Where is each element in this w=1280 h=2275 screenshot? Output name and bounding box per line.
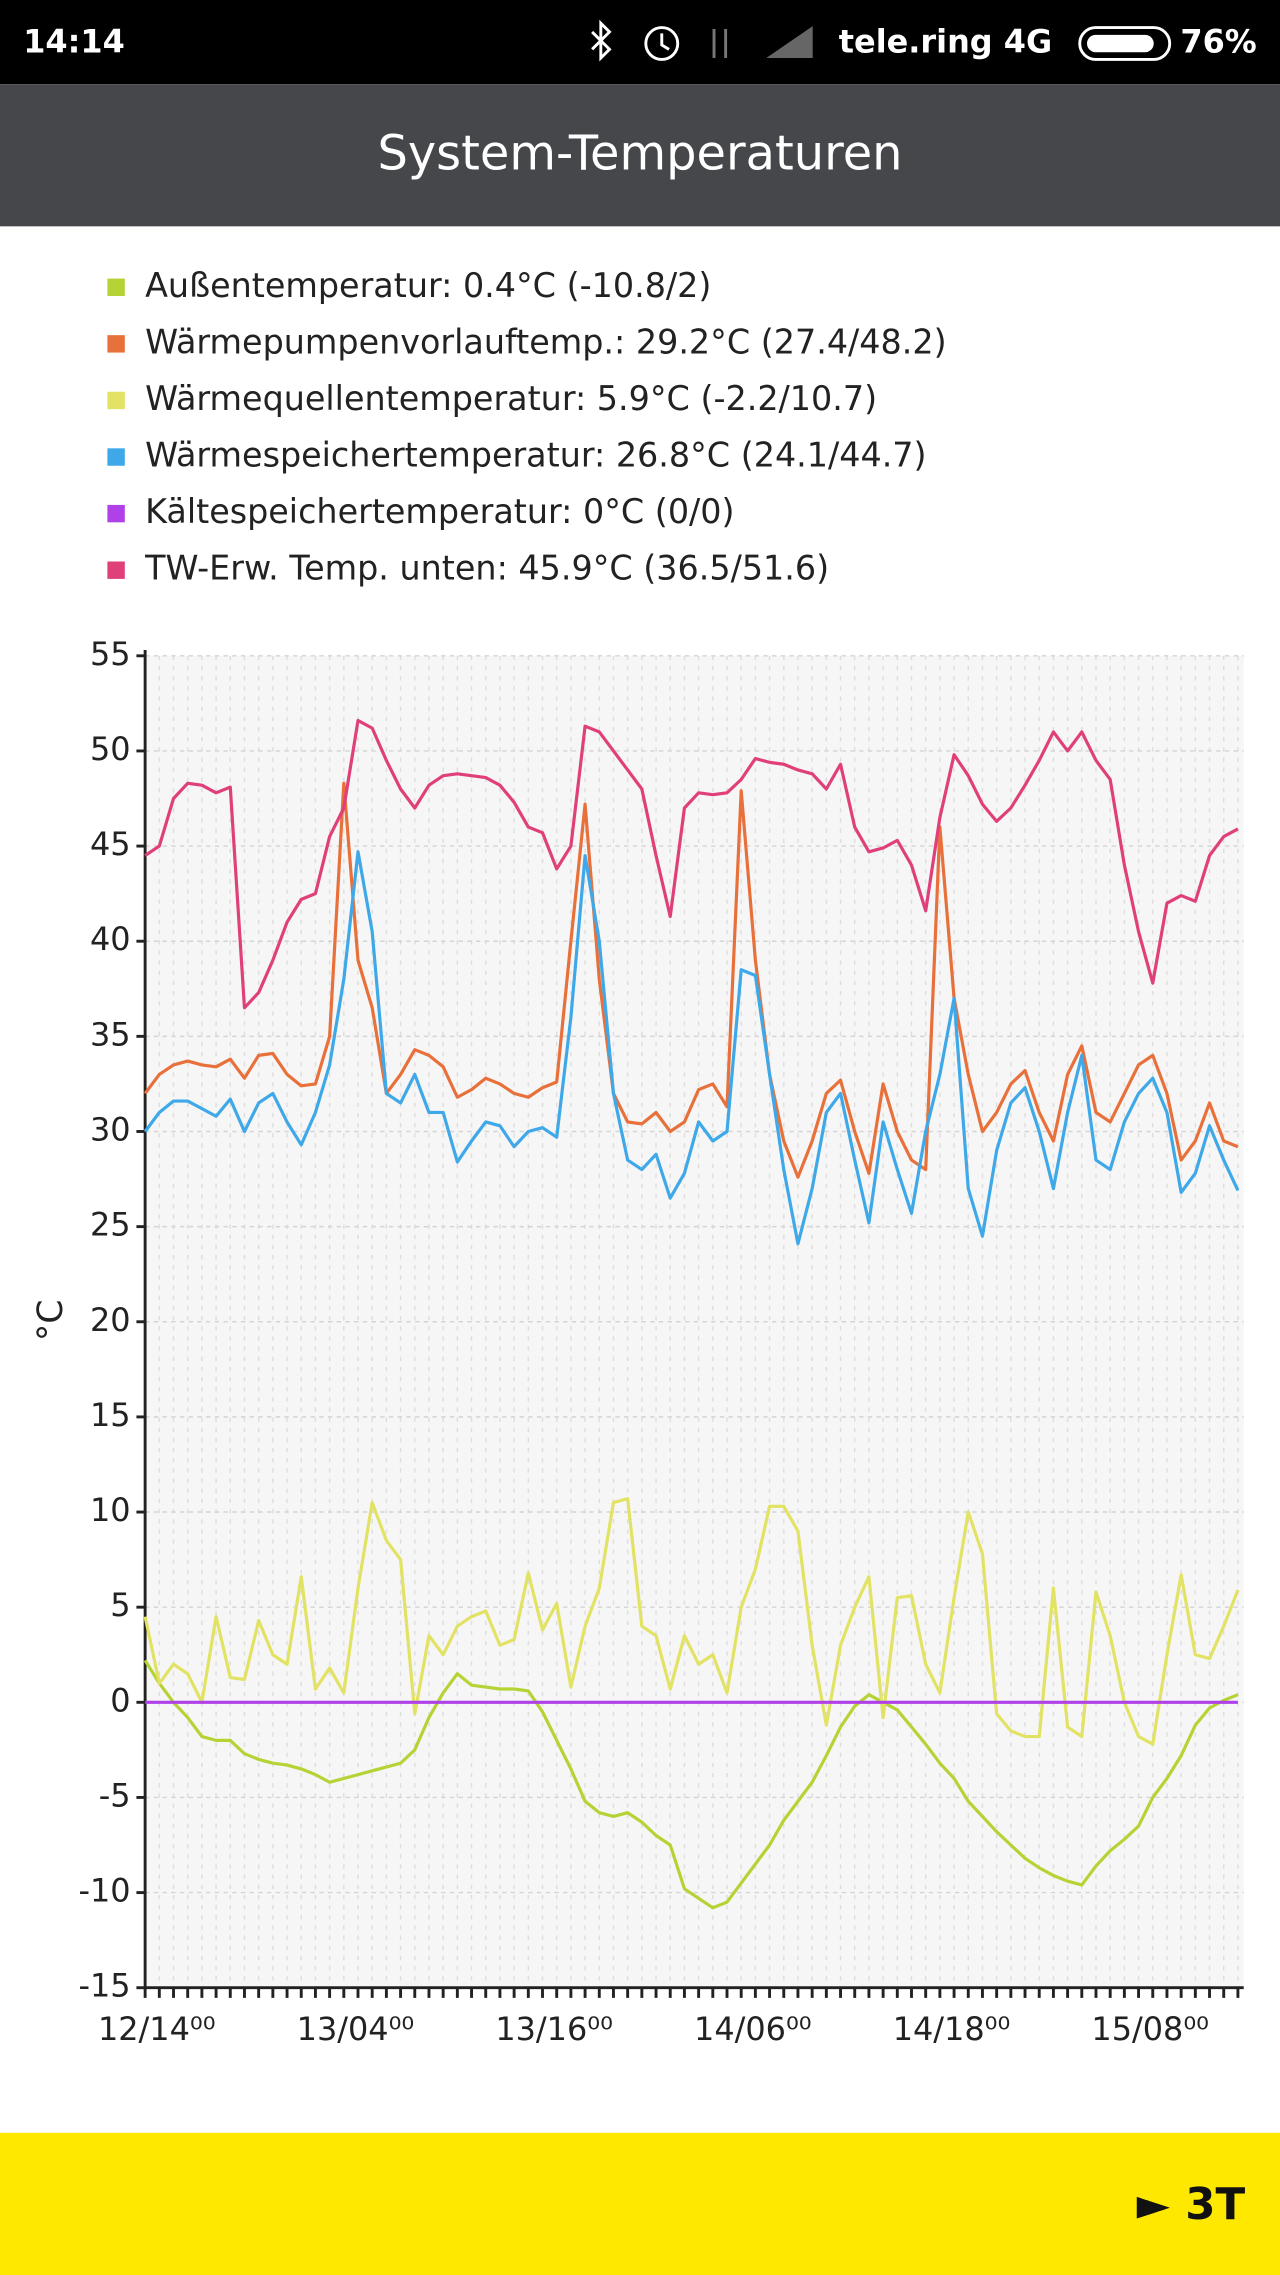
- y-tick-label: 15: [90, 1396, 131, 1434]
- legend-swatch: [107, 561, 125, 579]
- x-tick-label: 15/08⁰⁰: [1091, 2010, 1209, 2048]
- y-tick-label: 45: [90, 825, 131, 863]
- status-bar: [0, 0, 1280, 85]
- series-line: [144, 718, 1239, 1010]
- range-button[interactable]: ► 3T: [1137, 2180, 1246, 2230]
- x-tick-label: 13/04⁰⁰: [297, 2010, 415, 2048]
- chart: Außentemperatur: 0.4°C (-10.8/2) Wärmepum…: [31, 266, 1244, 2048]
- y-tick-label: -10: [78, 1872, 130, 1910]
- x-tick-label: 14/18⁰⁰: [893, 2010, 1011, 2048]
- bluetooth-icon: [591, 19, 612, 62]
- legend-swatch: [107, 504, 125, 523]
- status-time: 14:14: [23, 23, 125, 61]
- y-tick-label: -15: [78, 1967, 130, 2005]
- status-carrier: tele.ring 4G: [839, 23, 1052, 61]
- legend-swatch: [107, 448, 125, 466]
- y-tick-label: 0: [110, 1681, 130, 1719]
- signal-icon: [766, 26, 813, 59]
- series-line: [143, 781, 1239, 1179]
- y-tick-label: -5: [99, 1776, 131, 1814]
- legend-label: Wärmequellentemperatur: 5.9°C (-2.2/10.7…: [145, 379, 877, 418]
- y-tick-label: 5: [110, 1586, 130, 1624]
- status-icons: [591, 19, 1172, 62]
- header-title: System-Temperaturen: [377, 127, 902, 182]
- x-tick-label: 13/16⁰⁰: [495, 2010, 613, 2048]
- x-tick-label: 12/14⁰⁰: [98, 2010, 216, 2048]
- y-tick-label: 40: [90, 920, 131, 958]
- legend-swatch: [107, 278, 125, 296]
- y-tick-label: 25: [90, 1206, 131, 1244]
- footer-bar: [0, 2132, 1280, 2275]
- x-tick-label: 14/06⁰⁰: [694, 2010, 812, 2048]
- battery-icon: [1078, 26, 1172, 61]
- battery-level: [1086, 34, 1154, 53]
- legend-swatch: [107, 335, 125, 353]
- series-line: [143, 850, 1240, 1246]
- alarm-icon: [644, 26, 680, 61]
- legend-swatch: [107, 391, 125, 410]
- app-header: [0, 84, 1280, 227]
- alarm-hand: [660, 33, 670, 51]
- y-tick-label: 20: [90, 1301, 131, 1339]
- legend-label: Wärmepumpenvorlauftemp.: 29.2°C (27.4/48…: [145, 322, 946, 361]
- legend-label: Außentemperatur: 0.4°C (-10.8/2): [145, 266, 711, 305]
- status-battery: 76%: [1180, 23, 1256, 61]
- legend-label: Kältespeichertemperatur: 0°C (0/0): [145, 492, 734, 531]
- series-line: [143, 1659, 1239, 1910]
- y-tick-label: 30: [90, 1110, 131, 1148]
- y-tick-label: 50: [90, 730, 131, 768]
- series-line: [143, 1497, 1240, 1746]
- y-axis-label: °C: [31, 1299, 71, 1341]
- legend-label: TW-Erw. Temp. unten: 45.9°C (36.5/51.6): [144, 549, 829, 588]
- data-icon: [712, 29, 728, 59]
- y-tick-label: 35: [90, 1015, 131, 1053]
- y-tick-label: 55: [90, 635, 131, 673]
- y-tick-label: 10: [90, 1491, 131, 1529]
- legend-label: Wärmespeichertemperatur: 26.8°C (24.1/44…: [145, 436, 926, 475]
